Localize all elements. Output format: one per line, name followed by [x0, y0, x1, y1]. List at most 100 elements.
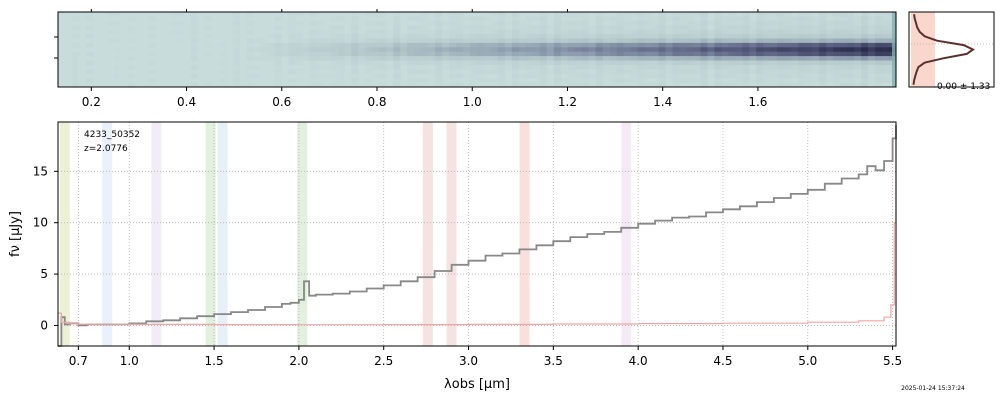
- heatmap-cell: [532, 51, 541, 57]
- heatmap-cell: [113, 56, 122, 61]
- heatmap-cell: [309, 56, 317, 61]
- heatmap-cell: [442, 42, 450, 48]
- heatmap-cell: [728, 69, 736, 75]
- heatmap-cell: [428, 42, 436, 48]
- heatmap-cell: [658, 60, 666, 66]
- heatmap-cell: [819, 16, 827, 22]
- heatmap-cell: [805, 42, 813, 48]
- heatmap-cell: [456, 38, 464, 44]
- heatmap-cell: [581, 56, 590, 61]
- heatmap-cell: [770, 29, 778, 35]
- heatmap-cell: [791, 51, 799, 57]
- heatmap-cell: [595, 34, 604, 39]
- heatmap-cell: [204, 34, 213, 39]
- heatmap-cell: [602, 69, 611, 75]
- heatmap-cell: [833, 34, 841, 39]
- heatmap-cell: [456, 51, 464, 57]
- heatmap-cell: [246, 51, 254, 57]
- heatmap-cell: [567, 20, 576, 26]
- heatmap-cell: [707, 42, 715, 48]
- heatmap-cell: [749, 38, 757, 44]
- heatmap-cell: [602, 64, 611, 70]
- heatmap-cell: [749, 34, 757, 39]
- heatmap-cell: [497, 64, 506, 70]
- heatmap-cell: [553, 60, 562, 66]
- heatmap-cell: [609, 20, 618, 26]
- heatmap-cell: [127, 29, 136, 35]
- heatmap-cell: [267, 47, 275, 52]
- heatmap-cell: [756, 38, 764, 44]
- heatmap-cell: [819, 69, 827, 75]
- heatmap-cell: [749, 64, 757, 70]
- heatmap-cell: [672, 16, 680, 22]
- heatmap-cell: [295, 60, 303, 66]
- heatmap-cell: [560, 38, 569, 44]
- heatmap-cell: [868, 73, 876, 79]
- heatmap-cell: [337, 25, 345, 30]
- heatmap-cell: [623, 12, 632, 17]
- heatmap-cell: [274, 16, 282, 22]
- heatmap-cell: [295, 69, 303, 75]
- heatmap-cell: [812, 38, 820, 44]
- heatmap-cell: [805, 20, 813, 26]
- heatmap-cell: [204, 25, 213, 30]
- heatmap-cell: [553, 12, 562, 17]
- heatmap-cell: [658, 16, 666, 22]
- heatmap-cell: [274, 69, 282, 75]
- heatmap-cell: [546, 29, 555, 35]
- heatmap-cell: [428, 34, 436, 39]
- heatmap-cell: [819, 51, 827, 57]
- heatmap-cell: [539, 82, 548, 88]
- heatmap-cell: [525, 60, 534, 66]
- heatmap-cell: [288, 38, 296, 44]
- heatmap-cell: [861, 69, 869, 75]
- heatmap-cell: [735, 78, 743, 83]
- heatmap-cell: [539, 47, 548, 52]
- heatmap-cell: [497, 60, 506, 66]
- heatmap-cell: [456, 42, 464, 48]
- heatmap-cell: [567, 82, 576, 88]
- heatmap-cell: [665, 51, 673, 57]
- heatmap-cell: [875, 60, 883, 66]
- heatmap-cell: [805, 16, 813, 22]
- heatmap-cell: [393, 20, 401, 26]
- heatmap-cell: [840, 82, 848, 88]
- heatmap-cell: [658, 29, 666, 35]
- heatmap-cell: [246, 47, 254, 52]
- heatmap-cell: [337, 78, 345, 83]
- heatmap-cell: [281, 47, 289, 52]
- heatmap-cell: [784, 51, 792, 57]
- heatmap-cell: [777, 73, 785, 79]
- heatmap-cell: [414, 69, 422, 75]
- heatmap-cell: [435, 78, 443, 83]
- heatmap-cell: [483, 38, 492, 44]
- heatmap-cell: [553, 42, 562, 48]
- heatmap-cell: [190, 82, 199, 88]
- y-tick-label-2: 10: [33, 216, 48, 230]
- heatmap-cell: [518, 25, 527, 30]
- object-id-label: 4233_50352: [84, 130, 140, 140]
- heatmap-cell: [539, 42, 548, 48]
- heatmap-cell: [763, 69, 771, 75]
- heatmap-cell: [435, 16, 443, 22]
- heatmap-cell: [483, 60, 492, 66]
- heatmap-cell: [630, 12, 639, 17]
- heatmap-cell: [525, 64, 534, 70]
- heatmap-cell: [490, 78, 499, 83]
- heatmap-cell: [497, 56, 506, 61]
- heatmap-cell: [777, 34, 785, 39]
- heatmap-cell: [700, 78, 708, 83]
- heatmap-cell: [651, 34, 659, 39]
- heatmap-cell: [882, 29, 890, 35]
- heatmap-cell: [686, 25, 694, 30]
- heatmap-cell: [456, 34, 464, 39]
- timestamp: 2025-01-24 15:37:24: [901, 385, 965, 392]
- heatmap-cell: [148, 78, 157, 83]
- heatmap-cell: [302, 38, 310, 44]
- heatmap-cell: [518, 29, 527, 35]
- heatmap-cell: [756, 34, 764, 39]
- heatmap-cell: [854, 64, 862, 70]
- spectrum-1d-ticks: 0.7 1.0 1.5 2.0 2.5 3.0 3.5 4.0 4.5 5.0 5.5 0 5 10 15: [33, 164, 902, 368]
- heatmap-cell: [463, 34, 471, 39]
- heatmap-cell: [861, 78, 869, 83]
